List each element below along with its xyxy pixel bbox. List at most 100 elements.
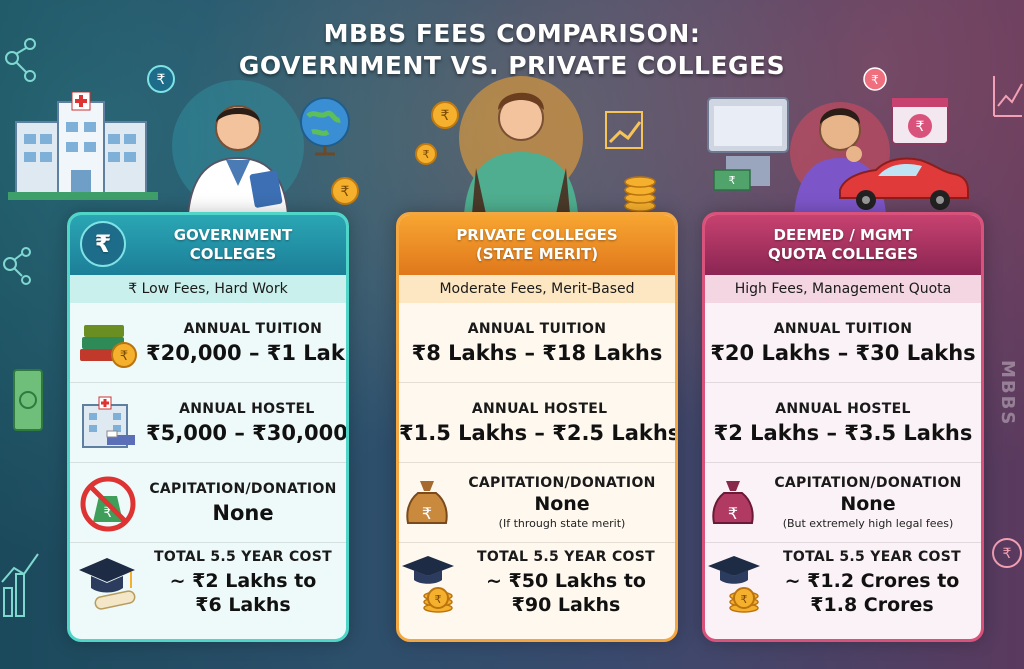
network-nodes-icon	[5, 38, 36, 82]
side-watermark-text: MBBS	[997, 360, 1018, 427]
card-header: Deemed / MGMT Quota Colleges	[705, 215, 981, 275]
svg-text:₹: ₹	[157, 72, 166, 88]
total-cost-line-1: ~ ₹1.2 Crores to	[784, 570, 960, 592]
banknote-icon	[13, 369, 43, 431]
total-cost-label: Total 5.5 Year Cost	[783, 549, 961, 565]
total-cost-line-1: ~ ₹2 Lakhs to	[169, 570, 317, 592]
header-line-2: (State Merit)	[475, 245, 599, 263]
capitation-label: Capitation/Donation	[774, 475, 962, 491]
total-cost-line-1: ~ ₹50 Lakhs to	[486, 570, 646, 592]
rupee-badge-icon: ₹	[80, 221, 126, 267]
title-line-1: MBBS Fees Comparison:	[323, 19, 701, 48]
svg-text:₹: ₹	[729, 174, 736, 187]
card-header: ₹ Government Colleges	[70, 215, 346, 275]
capitation-note: (But extremely high legal fees)	[782, 517, 954, 530]
title-line-2: Government vs. Private Colleges	[238, 51, 786, 80]
svg-text:₹: ₹	[741, 593, 748, 606]
page-title: MBBS Fees Comparison: Government vs. Pri…	[0, 18, 1024, 82]
rupee-coin-icon: ₹	[992, 538, 1022, 568]
svg-text:₹: ₹	[916, 119, 925, 135]
graduation-cap-coins-icon: ₹	[399, 548, 463, 618]
globe-icon	[300, 97, 350, 156]
tuition-section: Annual Tuition ₹8 Lakhs – ₹18 Lakhs	[399, 303, 675, 383]
tuition-section: Annual Tuition ₹20 Lakhs – ₹30 Lakhs	[705, 303, 981, 383]
rupee-coin-icon: ₹	[331, 177, 359, 205]
total-cost-section: Total 5.5 Year Cost ~ ₹2 Lakhs to ₹6 Lak…	[70, 543, 346, 623]
no-donation-icon: ₹	[70, 468, 146, 538]
deemed-mgmt-colleges-card: Deemed / MGMT Quota Colleges High Fees, …	[702, 212, 984, 642]
capitation-note: (If through state merit)	[498, 517, 626, 530]
svg-text:₹: ₹	[871, 73, 879, 87]
total-cost-value: ~ ₹50 Lakhs to ₹90 Lakhs	[463, 569, 669, 617]
money-bag-icon: ₹	[399, 468, 455, 538]
capitation-value: None	[840, 493, 896, 515]
tuition-value: ₹8 Lakhs – ₹18 Lakhs	[411, 340, 663, 365]
hostel-section: Annual Hostel ₹2 Lakhs – ₹3.5 Lakhs	[705, 383, 981, 463]
doctor-illustration	[172, 80, 304, 214]
rupee-coin-icon: ₹	[415, 143, 437, 165]
header-line-1: Government	[173, 226, 293, 244]
hostel-value: ₹2 Lakhs – ₹3.5 Lakhs	[713, 420, 973, 445]
card-header: Private Colleges (State Merit)	[399, 215, 675, 275]
sports-car-illustration	[839, 157, 969, 210]
capitation-label: Capitation/Donation	[149, 480, 337, 497]
growth-chart-icon	[605, 111, 643, 149]
total-cost-value: ~ ₹2 Lakhs to ₹6 Lakhs	[146, 569, 340, 617]
hostel-label: Annual Hostel	[179, 400, 315, 417]
svg-text:₹: ₹	[423, 148, 430, 161]
student-illustration	[459, 76, 583, 214]
svg-text:₹: ₹	[728, 504, 738, 523]
total-cost-label: Total 5.5 Year Cost	[154, 549, 332, 565]
card-subtitle: ₹ Low Fees, Hard Work	[70, 275, 346, 303]
rupee-window-icon: ₹	[891, 97, 949, 145]
bar-chart-icon	[1, 553, 39, 617]
svg-text:₹: ₹	[341, 184, 350, 200]
capitation-value: None	[534, 493, 590, 515]
svg-text:₹: ₹	[441, 108, 450, 124]
total-cost-section: ₹ Total 5.5 Year Cost ~ ₹50 Lakhs to ₹90…	[399, 543, 675, 623]
hostel-value: ₹5,000 – ₹30,000	[146, 420, 348, 445]
svg-text:₹: ₹	[1003, 546, 1012, 562]
card-subtitle: Moderate Fees, Merit-Based	[399, 275, 675, 303]
hospital-building-illustration	[8, 92, 158, 200]
rupee-coin-icon: ₹	[863, 67, 887, 91]
private-colleges-card: Private Colleges (State Merit) Moderate …	[396, 212, 678, 642]
capitation-value: None	[212, 500, 274, 525]
books-coin-icon: ₹	[70, 308, 146, 378]
money-bag-icon: ₹	[705, 468, 761, 538]
tuition-section: ₹ Annual Tuition ₹20,000 – ₹1 Lakh	[70, 303, 346, 383]
hostel-value: ₹1.5 Lakhs – ₹2.5 Lakhs	[399, 420, 678, 445]
hostel-section: Annual Hostel ₹1.5 Lakhs – ₹2.5 Lakhs	[399, 383, 675, 463]
lab-equipment-illustration: ₹	[707, 97, 789, 191]
total-cost-line-2: ₹6 Lakhs	[195, 594, 291, 616]
hostel-building-icon	[70, 388, 146, 458]
svg-text:₹: ₹	[104, 505, 113, 521]
tuition-label: Annual Tuition	[467, 320, 607, 337]
rupee-coin-icon: ₹	[147, 65, 175, 93]
network-nodes-icon	[3, 247, 31, 285]
hostel-section: Annual Hostel ₹5,000 – ₹30,000	[70, 383, 346, 463]
graduation-cap-coins-icon: ₹	[705, 548, 769, 618]
total-cost-value: ~ ₹1.2 Crores to ₹1.8 Crores	[769, 569, 975, 617]
header-line-1: Private Colleges	[456, 226, 618, 244]
graduation-cap-icon	[70, 548, 146, 618]
hostel-label: Annual Hostel	[775, 400, 911, 417]
header-line-2: Quota Colleges	[767, 245, 919, 263]
total-cost-line-2: ₹90 Lakhs	[511, 594, 621, 616]
header-line-2: Colleges	[189, 245, 277, 263]
total-cost-label: Total 5.5 Year Cost	[477, 549, 655, 565]
capitation-section: ₹ Capitation/Donation None	[70, 463, 346, 543]
total-cost-line-2: ₹1.8 Crores	[810, 594, 934, 616]
capitation-label: Capitation/Donation	[468, 475, 656, 491]
coin-stack-icon	[624, 176, 656, 212]
tuition-label: Annual Tuition	[183, 320, 323, 337]
hostel-label: Annual Hostel	[471, 400, 608, 417]
svg-text:₹: ₹	[120, 349, 128, 364]
tuition-value: ₹20 Lakhs – ₹30 Lakhs	[710, 340, 976, 365]
total-cost-section: ₹ Total 5.5 Year Cost ~ ₹1.2 Crores to ₹…	[705, 543, 981, 623]
tuition-value: ₹20,000 – ₹1 Lakh	[146, 340, 349, 365]
card-subtitle: High Fees, Management Quota	[705, 275, 981, 303]
rupee-coin-icon: ₹	[431, 101, 459, 129]
tuition-label: Annual Tuition	[773, 320, 913, 337]
government-colleges-card: ₹ Government Colleges ₹ Low Fees, Hard W…	[67, 212, 349, 642]
